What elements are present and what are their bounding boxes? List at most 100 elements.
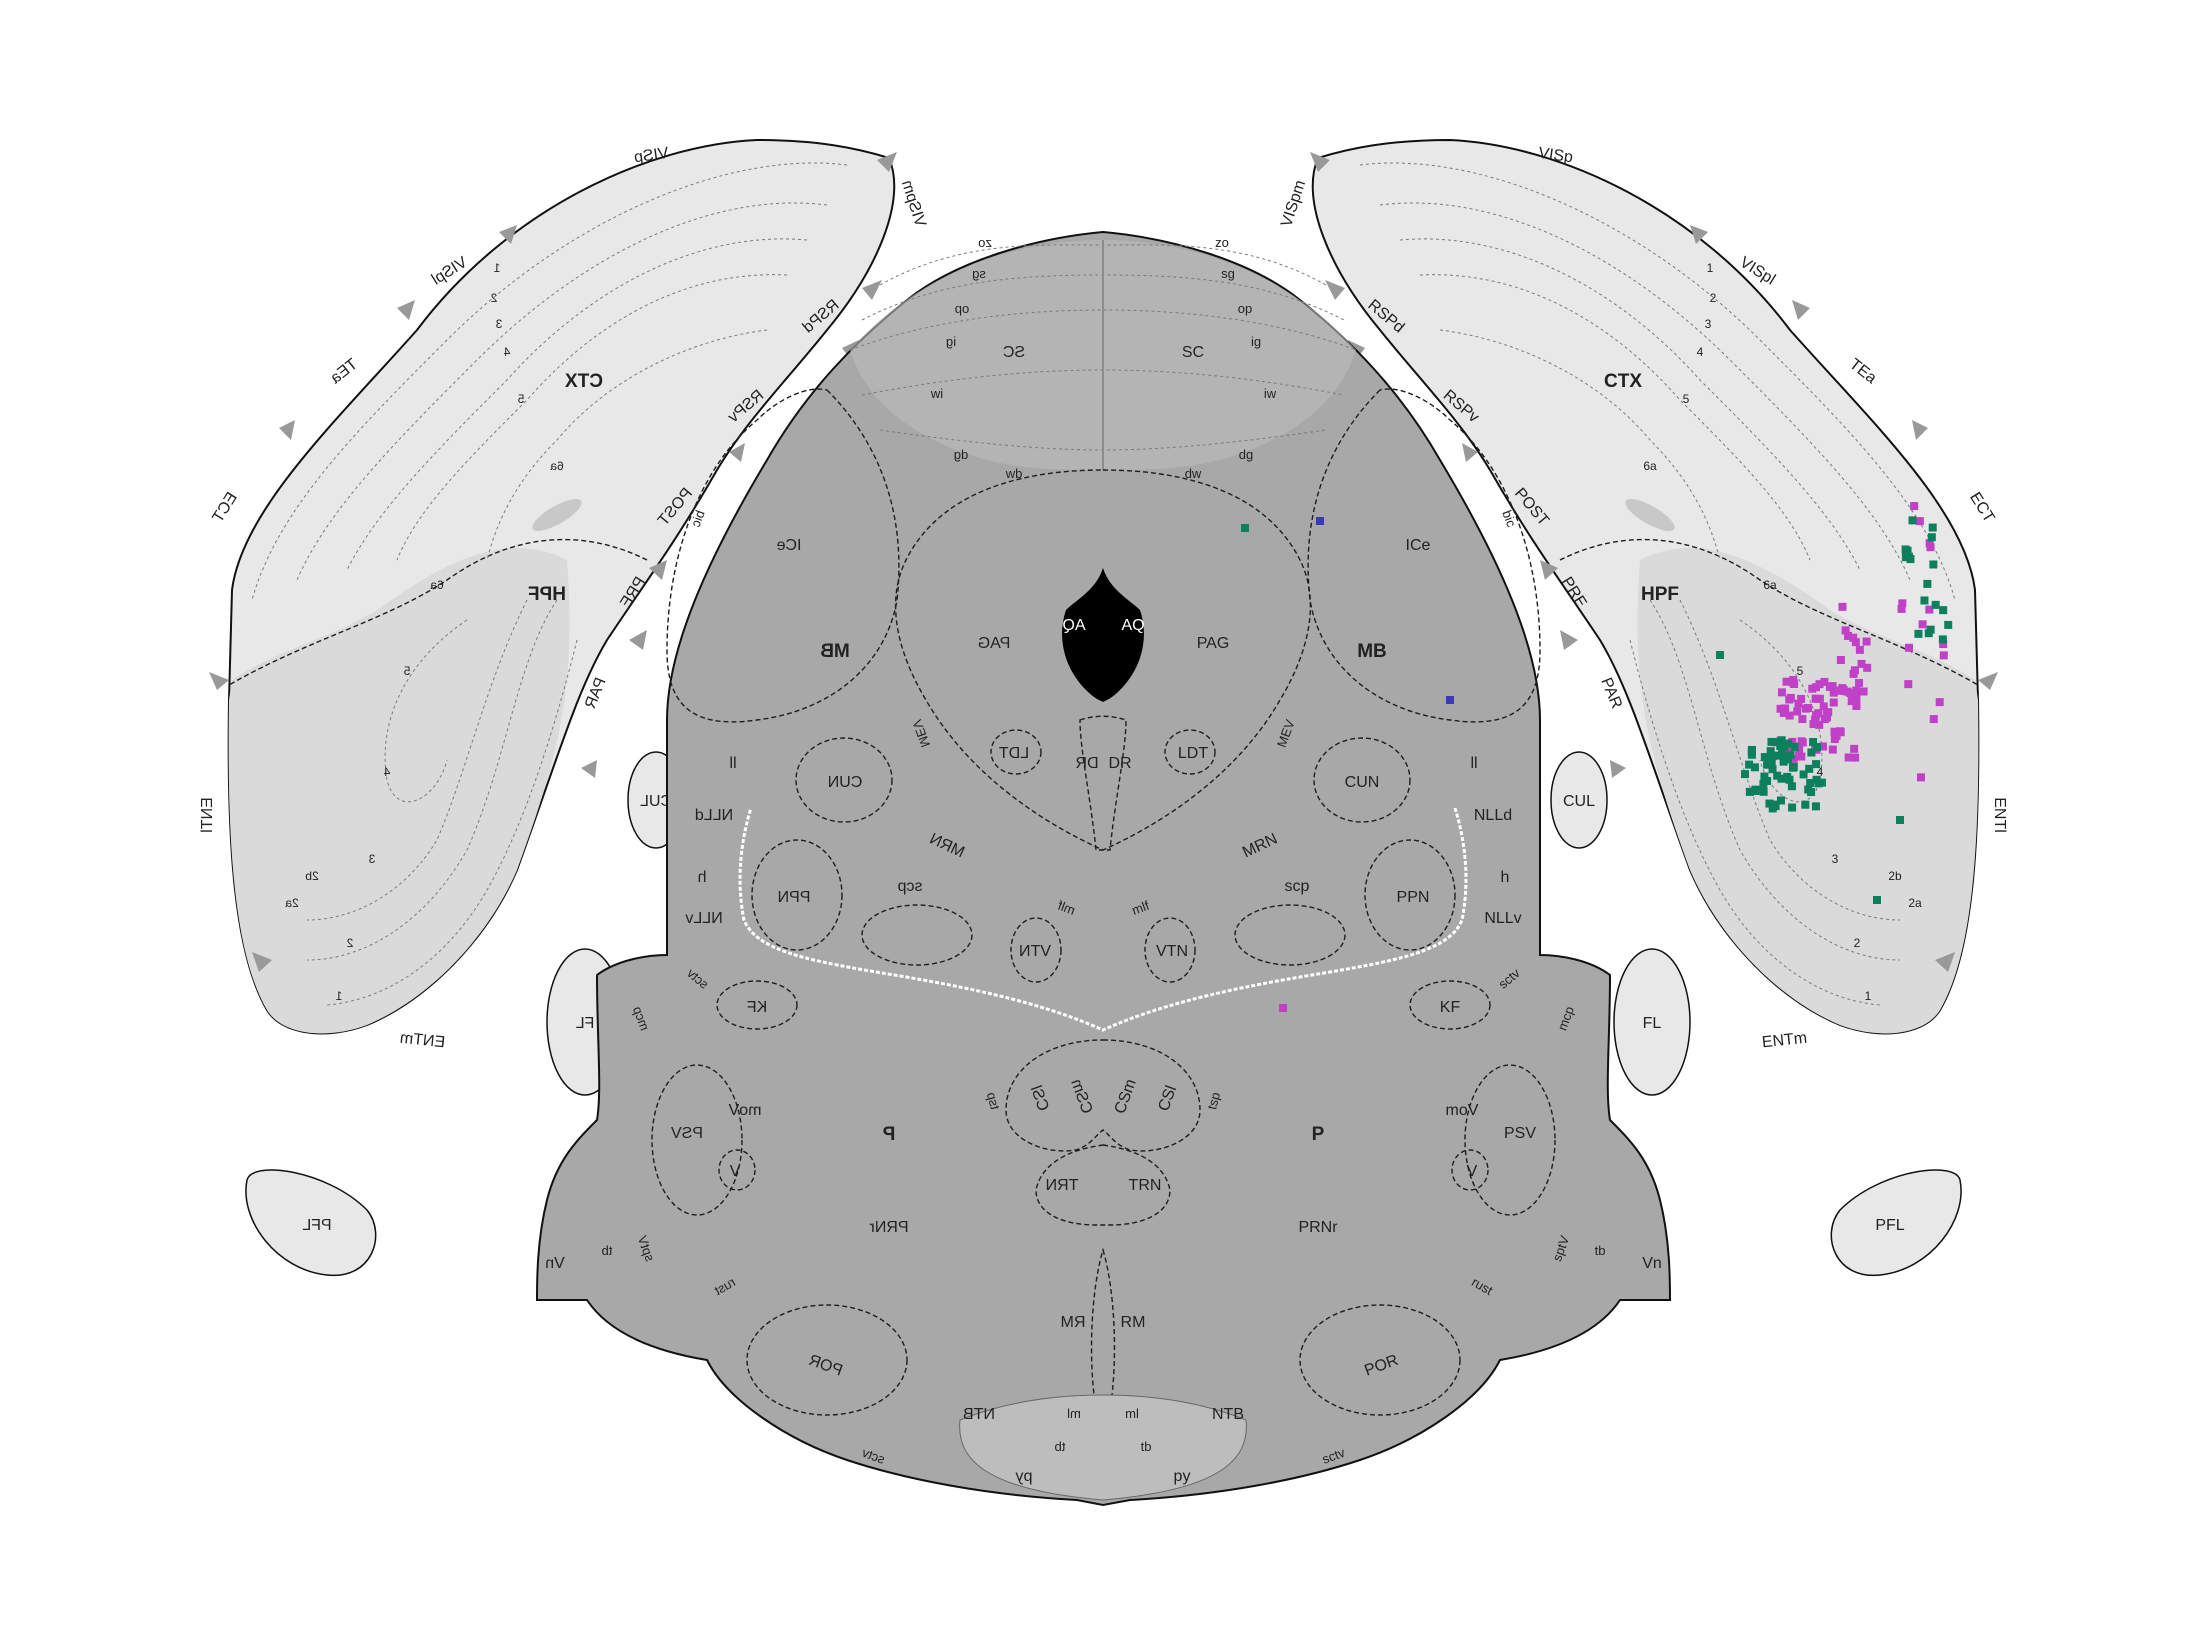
label-kf-right: KF <box>1440 999 1461 1016</box>
magenta-marker <box>1929 715 1938 724</box>
label-py-right: py <box>1174 1468 1191 1485</box>
green-marker <box>1809 738 1818 747</box>
right-label-visp: VISp <box>1537 145 1574 167</box>
label-mr-left: RM <box>1061 1314 1086 1331</box>
label-tsp-left: tsp <box>984 1091 1003 1112</box>
magenta-marker <box>1797 737 1806 746</box>
label-dw-right: dw <box>1185 466 1202 481</box>
magenta-marker <box>1925 605 1934 614</box>
right-hpf-label-4: 4 <box>1817 765 1824 779</box>
label-dg-right: dg <box>1239 447 1253 462</box>
green-marker <box>1920 596 1929 605</box>
green-marker <box>1763 776 1772 785</box>
label-ig-right: ig <box>1251 334 1261 349</box>
magenta-marker <box>1905 643 1914 652</box>
magenta-marker <box>1832 731 1841 740</box>
label-ice-left: ICe <box>776 537 801 554</box>
magenta-marker <box>1830 727 1839 736</box>
label-mb-right: MB <box>1357 641 1387 662</box>
label-nllv-right: NLLv <box>1484 910 1521 927</box>
right-lam-label-5: 5 <box>1683 392 1690 406</box>
magenta-marker <box>1926 543 1935 552</box>
magenta-marker <box>1797 694 1806 703</box>
right-vtn <box>1144 917 1196 983</box>
magenta-marker <box>1809 720 1818 729</box>
magenta-marker <box>1939 651 1948 660</box>
right-lam-label-6a: 6a <box>1643 459 1657 473</box>
sc-lamina-3 <box>849 309 1357 351</box>
right-small-oval <box>1625 498 1675 532</box>
label-ppn-right: PPN <box>1397 889 1430 906</box>
right-lamina-1 <box>1359 162 1956 601</box>
green-marker <box>1747 750 1756 759</box>
left-hpf-label-5: 5 <box>403 664 410 678</box>
green-marker <box>1927 533 1936 542</box>
cs-region <box>1005 1039 1201 1152</box>
left-pfl <box>245 1169 377 1276</box>
magenta-marker <box>1857 659 1866 668</box>
label-op-left: op <box>955 301 969 316</box>
green-marker <box>1799 770 1808 779</box>
green-marker <box>1813 743 1822 752</box>
right-cul <box>1550 751 1608 849</box>
right-label-entm: ENTm <box>1761 1030 1808 1052</box>
green-marker <box>1805 764 1814 773</box>
label-cun-right: CUN <box>1345 774 1380 791</box>
left-pfl-label: PFL <box>302 1217 331 1234</box>
green-marker <box>1241 524 1249 532</box>
left-label-visp: VISp <box>633 145 670 167</box>
label-psv-left: PSV <box>671 1125 703 1142</box>
green-marker <box>1773 751 1782 760</box>
left-label-tea: TEa <box>327 356 361 388</box>
label-p-left: P <box>882 1124 895 1145</box>
label-vtn-left: VTN <box>1019 943 1051 960</box>
green-marker <box>1790 742 1799 751</box>
magenta-marker <box>1822 713 1831 722</box>
right-hpf-label-5: 5 <box>1797 664 1804 678</box>
magenta-marker <box>1835 727 1844 736</box>
right-lamina-4 <box>1419 274 1811 561</box>
magenta-marker <box>1939 640 1948 649</box>
right-label-vispm: VISpm <box>1278 178 1309 229</box>
right-label-hpf: HPF <box>1641 584 1679 605</box>
label-nlld-right: NLLd <box>1474 807 1512 824</box>
label-tb2-right: tb <box>1141 1439 1152 1454</box>
right-hpf-lamina-a <box>1649 599 1901 961</box>
right-cun <box>1313 737 1411 823</box>
green-marker <box>1745 787 1754 796</box>
magenta-marker <box>1841 626 1850 635</box>
magenta-marker <box>1852 701 1861 710</box>
left-cul-label: CUL <box>640 793 672 810</box>
right-label-ect: ECT <box>1966 490 1997 526</box>
magenta-marker <box>1797 752 1806 761</box>
label-h-right: h <box>1501 869 1510 886</box>
label-ldt-right: LDT <box>1178 745 1208 762</box>
green-marker <box>1776 796 1785 805</box>
label-iw-right: iw <box>1264 386 1277 401</box>
left-lamina-5 <box>486 329 768 561</box>
label-ice-right: ICe <box>1406 537 1431 554</box>
right-ppn <box>1364 839 1456 951</box>
label-bic-right: bic <box>1499 508 1519 529</box>
left-lam-label-3: 3 <box>495 317 502 331</box>
magenta-marker <box>1828 745 1837 754</box>
magenta-marker <box>1855 678 1864 687</box>
magenta-marker <box>1839 685 1848 694</box>
green-marker <box>1906 555 1915 564</box>
green-marker <box>1924 629 1933 638</box>
label-vn-right: Vn <box>1642 1255 1662 1272</box>
label-dg-left: dg <box>954 447 968 462</box>
magenta-marker <box>1811 715 1820 724</box>
magenta-marker <box>1904 680 1913 689</box>
left-lamina-4 <box>396 274 788 561</box>
magenta-marker <box>1852 686 1861 695</box>
label-lm-left: ml <box>1067 1406 1081 1421</box>
green-marker <box>1788 803 1797 812</box>
label-mlf-right: mlf <box>1130 898 1152 918</box>
green-marker <box>1768 765 1777 774</box>
left-vtn <box>1010 917 1062 983</box>
green-marker <box>1812 760 1821 769</box>
magenta-marker <box>1844 753 1853 762</box>
left-lam-label-2: 2 <box>490 291 497 305</box>
